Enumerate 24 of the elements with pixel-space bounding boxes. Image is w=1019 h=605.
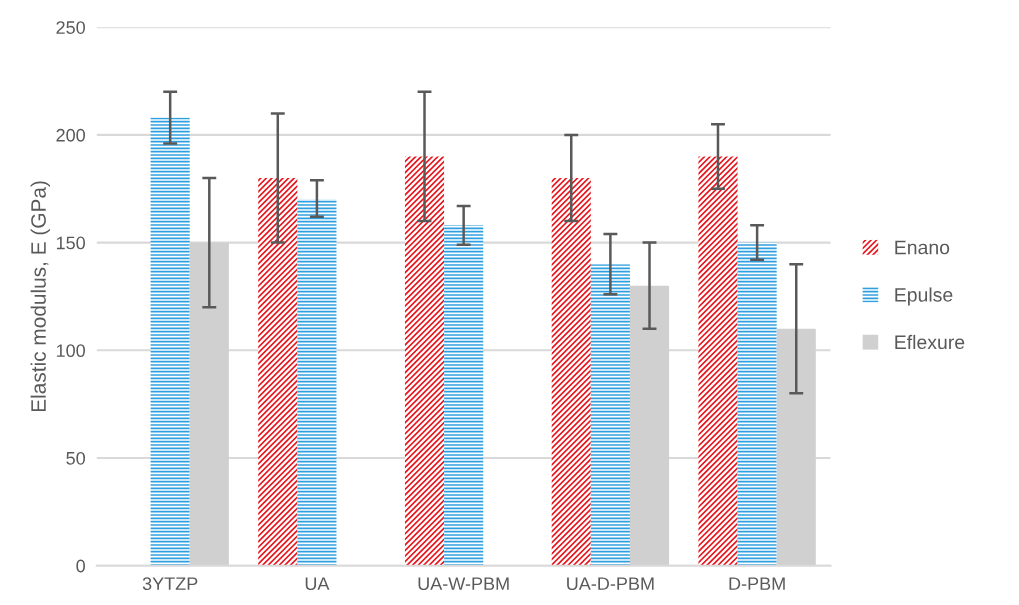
x-tick-label: D-PBM	[729, 577, 785, 590]
x-tick-label: UA	[305, 577, 330, 591]
bar	[698, 156, 738, 566]
legend-label: Eflexure	[895, 334, 965, 350]
bar	[551, 177, 591, 566]
bar	[590, 264, 630, 566]
bar	[737, 242, 777, 566]
bar	[150, 117, 190, 566]
bar	[404, 156, 445, 566]
legend-label: Enano	[895, 240, 950, 255]
y-tick-label: 200	[56, 128, 85, 142]
bar	[297, 199, 337, 566]
x-tick-label: 3YTZP	[142, 577, 198, 591]
y-tick-label: 100	[56, 344, 85, 358]
bar	[444, 225, 484, 566]
y-tick-label: 50	[66, 451, 85, 465]
x-tick-label: UA-W-PBM	[418, 577, 509, 591]
legend-label: Epulse	[895, 287, 953, 306]
x-tick-label: UA-D-PBM	[567, 577, 654, 591]
y-tick-label: 150	[56, 236, 85, 250]
y-axis-title: Elastic modulus, E (GPa)	[30, 181, 51, 412]
bar	[258, 177, 298, 566]
y-tick-label: 0	[76, 559, 85, 573]
y-tick-label: 250	[56, 21, 85, 34]
